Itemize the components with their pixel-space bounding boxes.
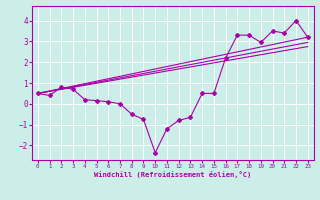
X-axis label: Windchill (Refroidissement éolien,°C): Windchill (Refroidissement éolien,°C)	[94, 171, 252, 178]
